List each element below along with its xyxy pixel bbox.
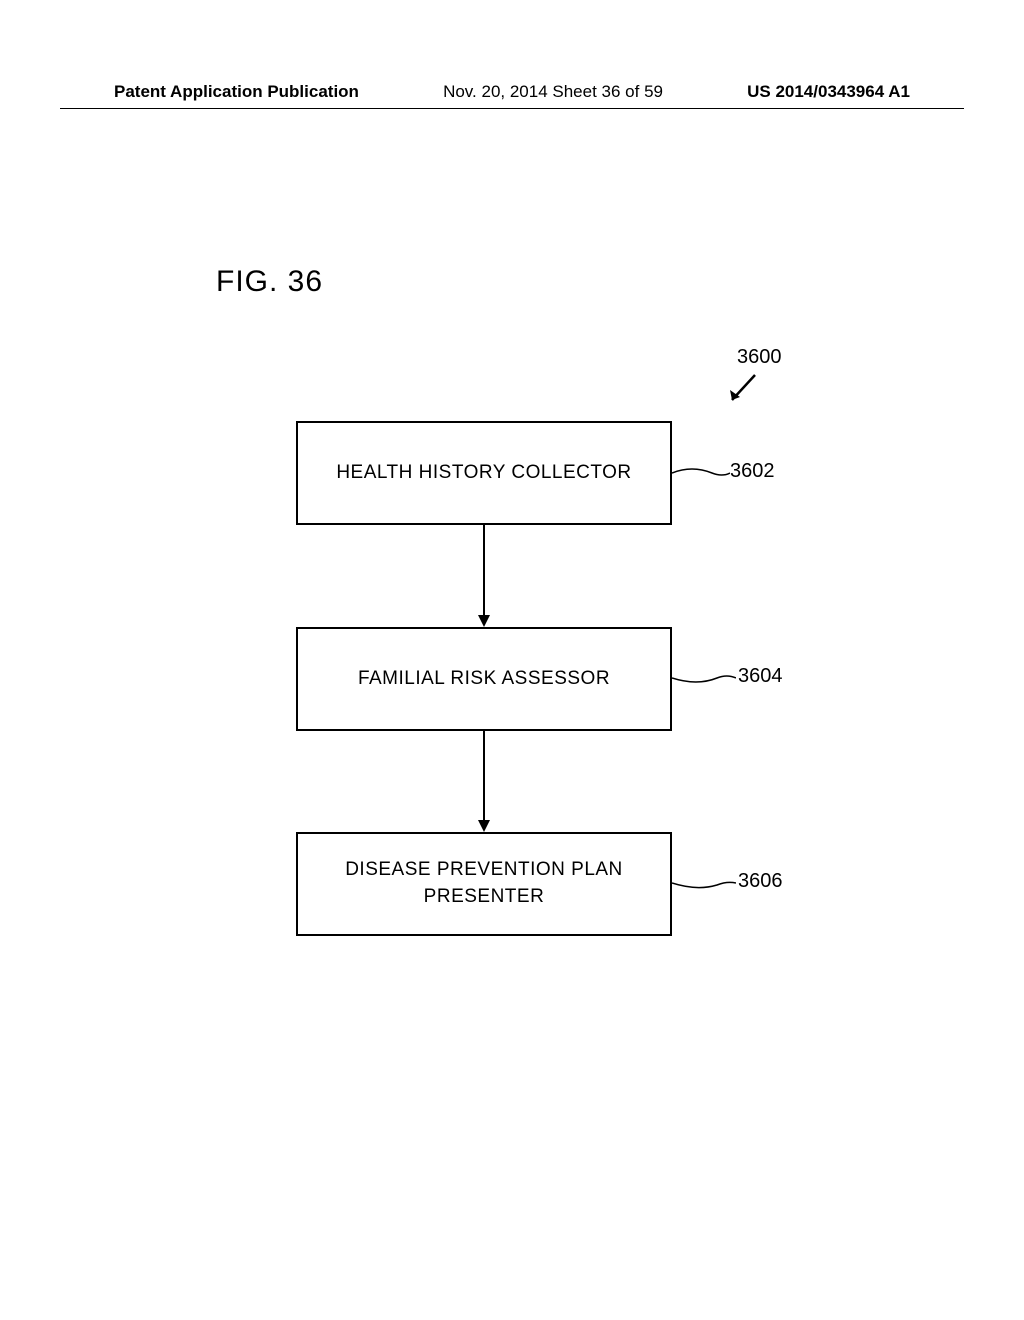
node-reference-number: 3606 (738, 870, 783, 893)
header-left: Patent Application Publication (114, 82, 359, 102)
node-reference-number: 3604 (738, 665, 783, 688)
node-label: DISEASE PREVENTION PLAN PRESENTER (308, 857, 660, 910)
node-label: HEALTH HISTORY COLLECTOR (336, 460, 631, 487)
reference-connector-icon (672, 668, 736, 688)
node-reference-number: 3602 (730, 460, 775, 483)
flowchart-node-disease-prevention-plan-presenter: DISEASE PREVENTION PLAN PRESENTER (296, 832, 672, 936)
header-center: Nov. 20, 2014 Sheet 36 of 59 (443, 82, 663, 102)
diagram-reference-number: 3600 (737, 346, 782, 369)
figure-label: FIG. 36 (216, 265, 323, 299)
page-header: Patent Application Publication Nov. 20, … (0, 82, 1024, 102)
node-label: FAMILIAL RISK ASSESSOR (358, 666, 610, 693)
flowchart-node-health-history-collector: HEALTH HISTORY COLLECTOR (296, 421, 672, 525)
flowchart-node-familial-risk-assessor: FAMILIAL RISK ASSESSOR (296, 627, 672, 731)
header-divider (60, 108, 964, 109)
reference-connector-icon (672, 463, 730, 483)
reference-pointer-arrow-icon (720, 370, 760, 410)
flowchart-arrow-icon (476, 731, 492, 834)
reference-connector-icon (672, 873, 736, 893)
flowchart-arrow-icon (476, 525, 492, 629)
header-right: US 2014/0343964 A1 (747, 82, 910, 102)
